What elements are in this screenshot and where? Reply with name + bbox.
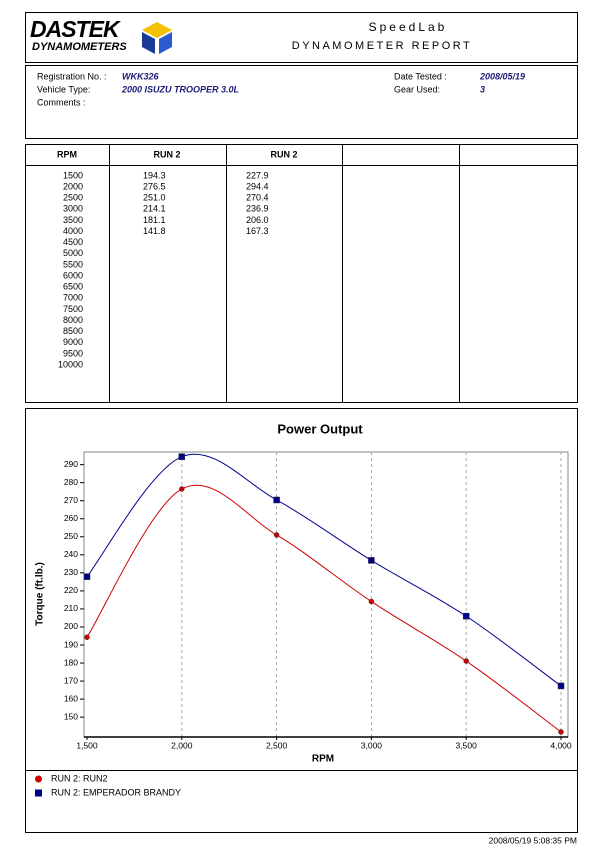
rpm-cell: 4500 [63,237,83,247]
rpm-cell: 2500 [63,193,83,203]
point [557,682,565,690]
point [368,557,375,564]
y-tick-label: 270 [64,495,78,505]
torque-cell: 194.3 [143,170,166,180]
y-tick-label: 240 [64,549,78,559]
torque-cell: 227.9 [246,170,269,180]
y-tick-label: 210 [64,603,78,613]
point [83,573,91,580]
torque-cell: 236.9 [246,204,269,214]
y-tick-label: 280 [64,477,78,487]
field-value: WKK326 [122,71,160,81]
field-label: Registration No. : [37,71,107,81]
footer-timestamp: 2008/05/19 5:08:35 PM [489,835,577,845]
x-tick-label: 4,000 [550,740,572,750]
field-label: Vehicle Type: [37,84,90,94]
rpm-cell: 3500 [63,215,83,225]
torque-cell: 251.0 [143,193,166,203]
y-tick-label: 230 [64,567,78,577]
logo-icon [142,22,172,54]
series-line [86,453,562,687]
report-title: SpeedLab [369,20,448,34]
legend-label: RUN 2: EMPERADOR BRANDY [51,787,181,797]
info-box [25,65,578,139]
x-tick-label: 1,500 [76,740,98,750]
x-tick-label: 3,000 [361,740,383,750]
rpm-cell: 5500 [63,259,83,269]
y-axis-label: Torque (ft.lb.) [35,562,46,626]
field-label: Gear Used: [394,84,440,94]
rpm-cell: 3000 [63,204,83,214]
point [179,486,185,492]
y-tick-label: 150 [64,711,78,721]
plot-area [83,451,569,738]
column-header: RPM [57,149,77,159]
y-tick-label: 290 [64,459,78,469]
rpm-cell: 10000 [58,359,83,369]
y-tick-label: 220 [64,585,78,595]
report-subtitle: DYNAMOMETER REPORT [292,40,472,52]
rpm-cell: 6500 [63,282,83,292]
y-tick-label: 250 [64,531,78,541]
legend-marker [35,775,42,783]
field-value: 2000 ISUZU TROOPER 3.0L [121,84,239,94]
series-line [86,484,562,733]
point [178,453,186,460]
y-tick-label: 260 [64,513,78,523]
legend-box [25,770,578,833]
rpm-cell: 9000 [63,337,83,347]
rpm-cell: 4000 [63,226,83,236]
y-tick-label: 170 [64,675,78,685]
torque-cell: 276.5 [143,181,166,191]
torque-cell: 141.8 [143,226,166,236]
chart: 1,500 2,000 2,500 3,000 3,500 4,000 150 160 170 1… [35,451,572,797]
logo-sub: DYNAMOMETERS [32,41,127,53]
table-box [25,144,578,403]
rpm-cell: 8500 [63,326,83,336]
rpm-cell: 8000 [63,315,83,325]
chart-title: Power Output [277,421,363,436]
point [84,634,90,640]
torque-cell: 181.1 [143,215,166,225]
rpm-cell: 7500 [63,304,83,314]
torque-cell: 167.3 [246,226,269,236]
y-tick-label: 190 [64,639,78,649]
column-header: RUN 2 [270,149,297,159]
rpm-cell: 7000 [63,293,83,303]
legend-marker [35,789,42,797]
point [368,598,375,605]
rpm-cell: 2000 [63,181,83,191]
field-label: Date Tested : [394,71,447,81]
x-axis-label: RPM [312,754,334,765]
header-box [25,12,578,63]
field-label: Comments : [37,97,86,107]
y-tick-label: 180 [64,657,78,667]
rpm-cell: 5000 [63,248,83,258]
y-tick-label: 160 [64,693,78,703]
legend-label: RUN 2: RUN2 [51,773,108,783]
point [462,612,470,620]
field-value: 3 [480,84,485,94]
rpm-cell: 9500 [63,348,83,358]
info: Registration No. : WKK326 Vehicle Type: 200… [37,71,525,107]
point [273,532,280,538]
point [463,658,469,664]
point [273,496,280,504]
logo: DASTEK [30,16,121,42]
column-header: RUN 2 [153,149,180,159]
x-tick-label: 2,000 [171,740,193,750]
torque-cell: 214.1 [143,204,166,214]
torque-cell: 294.4 [246,181,269,191]
rpm-cell: 1500 [63,170,83,180]
point [558,729,564,735]
x-tick-label: 2,500 [266,740,288,750]
field-value: 2008/05/19 [479,71,525,81]
rpm-cell: 6000 [63,270,83,280]
x-tick-label: 3,500 [456,740,478,750]
y-tick-label: 200 [64,621,78,631]
torque-cell: 270.4 [246,193,269,203]
torque-cell: 206.0 [246,215,269,225]
